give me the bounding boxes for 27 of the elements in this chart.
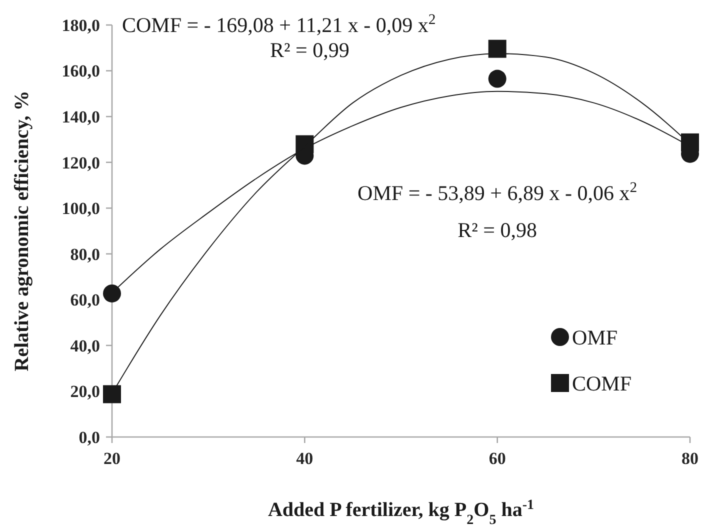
- x-tick-label: 40: [296, 449, 314, 468]
- point: [488, 70, 506, 88]
- y-tick-label: 20,0: [70, 382, 100, 402]
- y-tick-label: 60,0: [70, 290, 100, 310]
- point: [103, 284, 121, 302]
- x-tick-label: 20: [104, 449, 120, 468]
- y-tick-label: 80,0: [70, 244, 100, 264]
- legend-label: COMF: [572, 371, 632, 396]
- y-tick-label: 40,0: [70, 336, 100, 356]
- x-axis-title: Added P fertilizer, kg P$_{2}$O$_{5}$ ha$^{-1}$: [268, 498, 534, 528]
- y-tick-label: 160,0: [62, 62, 100, 81]
- y-tick-label: 180,0: [62, 16, 100, 35]
- point: [681, 133, 699, 152]
- y-axis-title: Relative agronomic efficiency, %: [11, 90, 33, 372]
- annotation: OMF = - 53,89 + 6,89 x - 0,06 x$^{2}$: [358, 180, 638, 205]
- y-tick-label: 120,0: [62, 153, 100, 172]
- x-tick-label: 60: [488, 449, 506, 468]
- x-tick-label: 80: [682, 449, 698, 468]
- point: [488, 40, 506, 58]
- annotation: R² = 0,99: [270, 38, 350, 62]
- y-tick-label: 0,0: [78, 428, 100, 447]
- y-tick-label: 140,0: [62, 108, 100, 127]
- legend-label: OMF: [572, 325, 618, 350]
- annotation: COMF = - 169,08 + 11,21 x - 0,09 x$^{2}$: [122, 12, 436, 37]
- annotation: R² = 0,98: [458, 218, 538, 242]
- point: [103, 385, 121, 404]
- y-tick-label: 100,0: [62, 199, 100, 218]
